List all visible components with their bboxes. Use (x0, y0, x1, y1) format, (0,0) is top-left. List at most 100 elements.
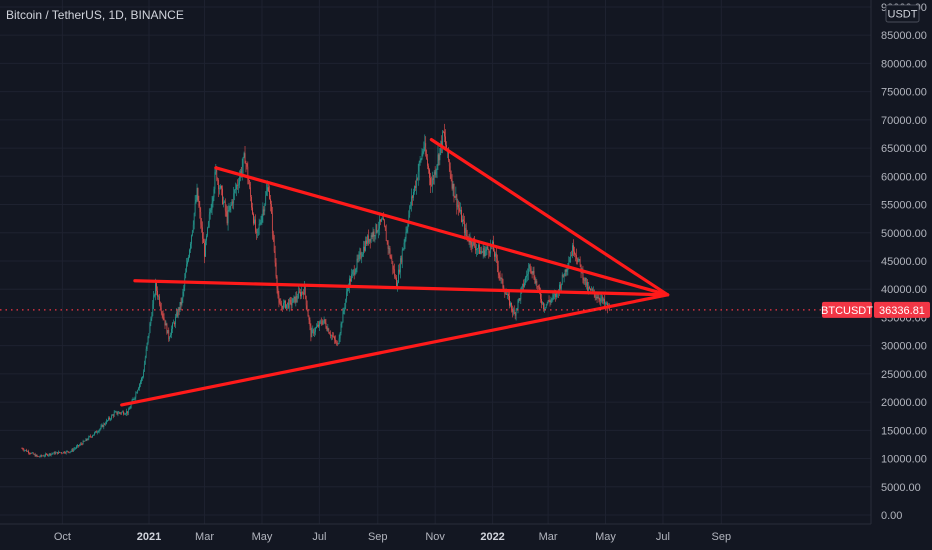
candle-body (350, 278, 351, 282)
candle-body (310, 325, 312, 338)
trendlines (120, 138, 670, 407)
candle-body (568, 262, 570, 268)
candle-body (357, 258, 359, 260)
price-axis[interactable] (871, 0, 932, 524)
candle-body (578, 258, 580, 260)
candle-body (382, 218, 383, 219)
candle-body (293, 296, 295, 299)
candle-body (284, 301, 285, 303)
candle-body (104, 423, 106, 425)
candle-body (553, 294, 555, 296)
candle-body (340, 323, 342, 333)
time-tick-label: May (252, 531, 273, 543)
candle-body (588, 287, 589, 291)
candle-body (398, 269, 399, 283)
candle-body (177, 308, 179, 317)
candle-body (24, 450, 26, 451)
candle-body (36, 454, 38, 457)
candle-body (282, 305, 284, 309)
candle-body (253, 214, 254, 224)
candle-body (363, 246, 364, 255)
candle-body (168, 330, 170, 340)
candle-body (163, 317, 165, 320)
candle-body (454, 196, 456, 198)
candle-body (458, 204, 460, 209)
candle-body (198, 200, 200, 207)
candle-body (506, 293, 508, 295)
candle-body (314, 331, 316, 334)
candle-body (39, 456, 41, 458)
candle-body (599, 299, 601, 301)
time-tick-label: Sep (712, 531, 732, 543)
candle-body (161, 312, 163, 314)
candle-body (135, 392, 137, 398)
candle-body (394, 269, 396, 277)
candle-body (499, 275, 501, 279)
candle-body (464, 228, 466, 233)
candle-body (399, 258, 401, 273)
candle-body (167, 330, 169, 334)
candle-body (571, 255, 572, 257)
candle-body (301, 291, 302, 297)
trendline[interactable] (133, 279, 670, 297)
candle-body (315, 327, 316, 332)
candle-body (62, 453, 63, 454)
candle-body (596, 296, 598, 299)
candle-body (364, 246, 365, 251)
candle-body (475, 246, 476, 251)
candle-body (126, 411, 127, 414)
candle-body (347, 288, 348, 292)
candle-body (125, 413, 126, 415)
candle-body (145, 349, 147, 358)
candle-body (423, 146, 425, 152)
candle-body (303, 285, 305, 295)
candle-body (169, 337, 171, 340)
candle-body (487, 246, 489, 250)
candle-body (322, 320, 324, 325)
trendline[interactable] (120, 293, 670, 407)
candle-body (231, 201, 233, 205)
candle-body (98, 429, 100, 432)
candle-body (511, 302, 512, 309)
candle-body (533, 270, 535, 279)
candle-body (256, 229, 258, 234)
candle-body (484, 250, 486, 256)
trendline[interactable] (214, 166, 670, 297)
trendline[interactable] (429, 138, 670, 297)
price-tick-label: 80000.00 (881, 58, 927, 70)
price-tick-label: 65000.00 (881, 143, 927, 155)
price-tick-label: 20000.00 (881, 397, 927, 409)
candle-body (236, 185, 237, 190)
candle-body (411, 196, 412, 206)
candle-body (69, 451, 71, 453)
candle-body (378, 228, 380, 232)
time-axis-ticks[interactable]: Oct 2021 Mar May Jul Sep Nov 2022 Mar May Jul Sep (54, 531, 731, 543)
candle-body (288, 299, 290, 308)
candle-body (128, 409, 130, 410)
candle-body (42, 455, 43, 457)
time-tick-label: Jul (656, 531, 670, 543)
candle-body (213, 189, 215, 198)
candle-body (585, 277, 587, 286)
candle-body (281, 305, 283, 307)
candle-body (551, 298, 553, 300)
candle-body (67, 451, 69, 452)
candle-body (328, 328, 330, 334)
currency-button[interactable] (885, 4, 920, 23)
candle-body (121, 412, 123, 414)
candle-body (414, 186, 415, 192)
candle-body (428, 165, 429, 170)
candle-body (318, 324, 319, 327)
candle-body (70, 451, 72, 452)
candle-body (136, 392, 138, 394)
candle-body (586, 281, 588, 286)
candle-body (88, 436, 90, 440)
candle-body (497, 266, 499, 274)
candle-body (287, 302, 289, 308)
candle-body (283, 302, 284, 309)
candle-body (289, 299, 291, 301)
candle-body (87, 439, 89, 441)
candle-body (287, 302, 288, 305)
candle-body (114, 411, 116, 413)
candle-body (194, 202, 196, 214)
